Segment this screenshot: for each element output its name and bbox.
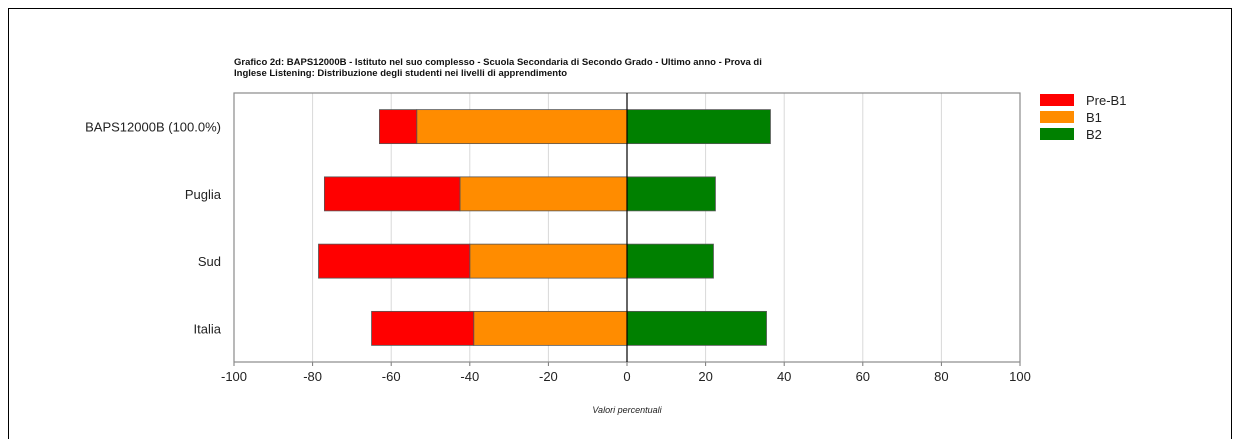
bar-b2 <box>626 176 716 212</box>
axes <box>233 92 1021 366</box>
x-tick-label: -60 <box>382 369 401 384</box>
bar-b1 <box>469 243 628 279</box>
bars <box>318 109 771 346</box>
legend-swatch <box>1040 94 1074 106</box>
legend-label: B1 <box>1086 110 1102 125</box>
category-label: Sud <box>198 254 221 269</box>
x-tick-labels: -100 -80 -60 -40 -20 0 20 40 60 80 100 <box>221 369 1031 384</box>
chart-title-line-1: Grafico 2d: BAPS12000B - Istituto nel su… <box>234 57 762 68</box>
bar-pre-b1 <box>318 243 471 279</box>
bar-b1 <box>473 310 628 346</box>
x-tick-label: -80 <box>303 369 322 384</box>
x-tick-label: 80 <box>934 369 948 384</box>
bar-b1 <box>416 109 628 145</box>
category-label: BAPS12000B (100.0%) <box>85 120 221 135</box>
category-label: Puglia <box>185 187 222 202</box>
bar-pre-b1 <box>323 176 461 212</box>
chart-title: Grafico 2d: BAPS12000B - Istituto nel su… <box>234 57 762 79</box>
x-axis-label: Valori percentuali <box>592 405 662 415</box>
x-tick-label: -40 <box>460 369 479 384</box>
bar-b2 <box>626 109 771 145</box>
chart-title-line-2: Inglese Listening: Distribuzione degli s… <box>234 68 567 79</box>
bar-pre-b1 <box>371 310 475 346</box>
legend-swatch <box>1040 128 1074 140</box>
x-tick-label: -20 <box>539 369 558 384</box>
x-tick-label: 60 <box>856 369 870 384</box>
legend-swatch <box>1040 111 1074 123</box>
x-tick-label: 100 <box>1009 369 1031 384</box>
category-label: Italia <box>194 321 222 336</box>
legend-label: B2 <box>1086 127 1102 142</box>
x-tick-label: 20 <box>698 369 712 384</box>
x-tick-label: 0 <box>623 369 630 384</box>
bar-b1 <box>459 176 628 212</box>
chart-frame <box>8 8 1232 439</box>
x-tick-label: -100 <box>221 369 247 384</box>
legend-label: Pre-B1 <box>1086 93 1126 108</box>
bar-b2 <box>626 243 714 279</box>
legend: Pre-B1 B1 B2 <box>1040 93 1126 142</box>
x-tick-label: 40 <box>777 369 791 384</box>
bar-b2 <box>626 310 767 346</box>
category-labels: BAPS12000B (100.0%) Puglia Sud Italia <box>85 120 222 337</box>
bar-pre-b1 <box>379 109 418 145</box>
